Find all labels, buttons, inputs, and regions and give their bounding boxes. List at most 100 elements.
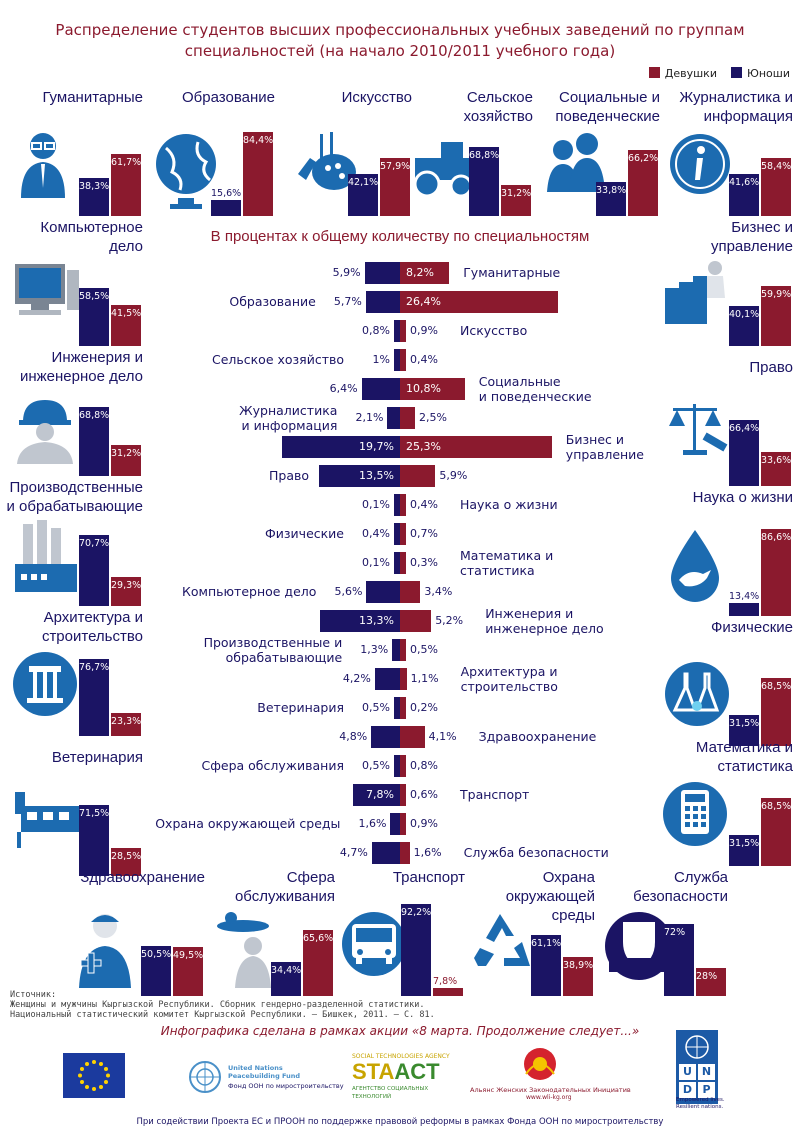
male-bar xyxy=(729,714,759,746)
male-bar xyxy=(664,924,694,996)
row-male-value: 0,4% xyxy=(362,527,390,540)
row-category-label: Служба безопасности xyxy=(463,845,609,860)
female-pct-label: 86,6% xyxy=(761,532,792,544)
source-line-2: Женщины и мужчины Кыргызской Республики.… xyxy=(10,1000,425,1010)
female-bar xyxy=(111,444,141,476)
undp-letter-p: P xyxy=(698,1082,715,1098)
row-female-value: 0,4% xyxy=(410,353,438,366)
row-female-value: 0,3% xyxy=(410,556,438,569)
male-bar xyxy=(79,659,109,736)
male-bar xyxy=(271,961,301,996)
panel-11: Производственные и обрабатывающие 70,7% 29… xyxy=(5,478,143,606)
undp-tagline-2: Resilient nations. xyxy=(676,1104,724,1110)
panel-label: Компьютерное дело xyxy=(40,219,143,255)
female-pct-label: 65,6% xyxy=(303,933,334,945)
legend-female: Девушки xyxy=(648,67,717,80)
row-category-label: Образование xyxy=(229,294,316,309)
male-bar xyxy=(729,834,759,866)
sta-wordmark: STAACT xyxy=(352,1061,440,1083)
male-bar xyxy=(469,147,499,216)
eu-flag-logo xyxy=(63,1053,125,1098)
row-male-bar xyxy=(394,697,400,719)
female-bar xyxy=(761,797,791,866)
title-line-1: Распределение студентов высших профессио… xyxy=(55,21,745,39)
row-male-value: 1,6% xyxy=(358,817,387,830)
row-male-value: 2,1% xyxy=(355,411,384,424)
globe-icon xyxy=(148,128,218,214)
female-bar xyxy=(563,957,593,996)
female-bar xyxy=(628,149,658,216)
panel-label: Искусство xyxy=(341,89,412,106)
row-female-bar xyxy=(400,552,406,574)
female-pct-label: 41,5% xyxy=(111,307,142,319)
row-male-bar xyxy=(394,494,400,516)
female-bar xyxy=(380,158,410,216)
panel-14: Физические 31,5% 68,5% xyxy=(655,618,793,746)
female-pct-label: 84,4% xyxy=(243,134,274,146)
row-male-value: 13,3% xyxy=(359,614,394,627)
female-bar xyxy=(501,184,531,216)
row-female-value: 10,8% xyxy=(406,382,441,395)
panel-label: Сфера обслуживания xyxy=(234,869,335,905)
row-male-value: 0,1% xyxy=(362,556,390,569)
row-female-value: 4,1% xyxy=(428,730,457,743)
female-pct-label: 57,9% xyxy=(380,161,411,173)
panel-label: Транспорт xyxy=(392,869,465,886)
row-male-bar xyxy=(353,784,400,806)
tractor-icon xyxy=(411,128,481,214)
male-pct-label: 70,7% xyxy=(79,538,110,550)
doctor-icon xyxy=(73,908,143,994)
shield-icon xyxy=(603,908,673,994)
row-female-bar xyxy=(400,494,406,516)
un-emblem-icon xyxy=(189,1061,221,1093)
male-pct-label: 58,5% xyxy=(79,290,110,302)
panel-label: Архитектура и строительство xyxy=(41,609,143,645)
male-bar xyxy=(211,200,241,216)
undp-emblem-icon xyxy=(685,1035,709,1059)
male-bar xyxy=(729,602,759,616)
male-bar xyxy=(79,407,109,476)
row-category-label: Физические xyxy=(265,526,344,541)
male-pct-label: 66,4% xyxy=(729,422,760,434)
female-pct-label: 66,2% xyxy=(628,152,659,164)
male-pct-label: 68,8% xyxy=(469,150,500,162)
un-fund-name-1: United Nations xyxy=(228,1064,283,1072)
female-bar xyxy=(761,157,791,216)
male-bar xyxy=(729,419,759,486)
panel-label: Производственные и обрабатывающие xyxy=(6,479,143,515)
center-chart-title: В процентах к общему количеству по специ… xyxy=(210,228,590,245)
female-pct-label: 38,9% xyxy=(563,960,594,972)
row-female-value: 25,3% xyxy=(406,440,441,453)
male-bar xyxy=(79,535,109,606)
row-female-value: 0,8% xyxy=(410,759,438,772)
row-male-value: 5,6% xyxy=(334,585,363,598)
male-bar xyxy=(348,173,378,216)
row-male-value: 0,5% xyxy=(362,701,390,714)
panel-label: Ветеринария xyxy=(51,749,143,766)
row-female-value: 8,2% xyxy=(406,266,434,279)
female-pct-label: 58,4% xyxy=(761,160,792,172)
row-category-label: Ветеринария xyxy=(257,700,344,715)
sta-caption: SOCIAL TECHNOLOGIES AGENCY xyxy=(352,1053,450,1060)
row-male-bar xyxy=(394,320,400,342)
row-female-bar xyxy=(400,349,406,371)
legend-male-label: Юноши xyxy=(746,67,790,80)
row-male-bar xyxy=(281,436,400,458)
row-female-bar xyxy=(400,755,406,777)
row-female-value: 0,9% xyxy=(410,324,438,337)
row-female-value: 2,5% xyxy=(419,411,447,424)
panel-label: Математика и статистика xyxy=(695,739,793,775)
row-female-value: 0,5% xyxy=(410,643,438,656)
panel-3: Искусство 42,1% 57,9% xyxy=(282,88,412,216)
row-male-bar xyxy=(366,581,400,603)
cow-icon xyxy=(13,788,83,874)
flasks-icon xyxy=(663,658,733,744)
title-line-2: специальностей (на начало 2010/2011 учеб… xyxy=(184,42,616,60)
male-pct-label: 31,5% xyxy=(729,717,760,729)
water-drop-bird-icon xyxy=(663,528,733,614)
row-male-bar xyxy=(392,639,400,661)
panel-21: Служба безопасности 72% 28% xyxy=(595,868,728,996)
male-pct-label: 71,5% xyxy=(79,807,110,819)
row-category-label: Компьютерное дело xyxy=(182,584,317,599)
eu-stars-icon xyxy=(78,1060,110,1091)
